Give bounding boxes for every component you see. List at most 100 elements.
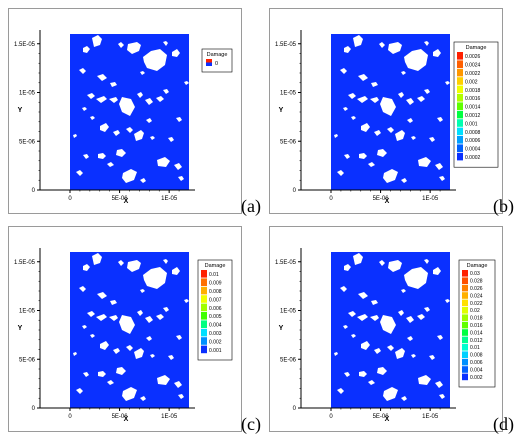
legend-title: Damage [205,263,226,269]
void-region [119,97,135,116]
legend-swatch [457,144,463,152]
y-tick-label: 5E-06 [19,139,36,145]
legend-label: 0.0014 [465,105,481,111]
void-region [110,82,117,87]
legend-title: Damage [466,45,487,51]
x-axis-label: X [385,198,390,205]
void-region [83,264,90,271]
y-tick-label: 1E-05 [19,309,36,315]
void-region [90,334,95,338]
void-region [122,169,137,183]
legend-label: 0.0022 [465,71,481,77]
legend-swatch [206,59,212,63]
legend-swatch [201,270,207,278]
void-region [172,267,180,275]
void-region [418,157,431,167]
legend-swatch [462,358,468,366]
void-region [140,289,145,293]
void-region [344,46,351,53]
void-region [417,314,425,320]
void-region [90,116,95,120]
panel-tag: (a) [241,196,261,216]
legend-swatch [462,336,468,344]
void-region [143,49,167,71]
void-region [172,49,180,57]
x-tick-label: 0 [329,414,333,420]
void-region [383,387,398,401]
void-region [98,153,106,159]
void-region [380,97,396,116]
void-region [395,348,405,359]
void-region [140,71,145,75]
void-region [146,336,152,341]
void-region [353,253,363,265]
void-region [424,41,429,46]
legend-swatch [462,307,468,314]
y-tick-label: 5E-06 [280,357,297,363]
legend-label: 0.001 [465,121,478,127]
void-region [411,136,416,140]
x-axis-label: X [124,416,129,423]
legend-swatch [457,102,463,110]
void-region [353,35,363,47]
void-region [143,267,167,289]
legend-swatch [462,299,468,307]
void-region [370,315,379,321]
legend-swatch [457,127,463,136]
void-region [156,314,164,320]
legend-title: Damage [467,263,488,269]
legend-label: 0.028 [470,279,483,285]
void-region [348,93,356,99]
y-axis-label: Y [18,325,23,332]
void-region [174,381,182,388]
void-region [157,375,170,385]
y-tick-label: 0 [293,188,297,194]
panel-a: 0 5E-06 1E-05 0 5E-06 1E-05 1.5E-05 X Y Damage 0 (… [0,0,261,218]
void-region [404,49,428,71]
legend-swatch [201,303,207,312]
void-region [79,68,86,74]
void-region [178,176,184,181]
void-region [395,130,405,141]
void-region [97,292,107,299]
legend-label: 0.0024 [465,63,481,69]
legend-swatch [462,344,468,351]
legend-label: 0.003 [209,331,222,337]
void-region [435,163,443,170]
void-region [379,42,385,48]
void-region [107,380,114,385]
legend-label: 0.024 [470,293,483,299]
legend-swatch [457,85,463,94]
y-tick-label: 0 [293,406,297,412]
void-region [337,388,344,394]
void-region [404,267,428,289]
legend-label: 0.009 [209,281,222,287]
void-region [429,355,435,360]
void-region [156,96,164,102]
legend: Damage 0.01 0.009 0.008 0.007 0.006 0.005 0.004… [197,259,233,361]
legend-swatch [201,278,207,286]
void-region [163,89,169,94]
void-region [150,354,155,358]
legend-label: 0.0002 [465,155,481,161]
void-region [374,130,381,136]
y-tick-label: 1E-05 [280,309,297,315]
void-region [184,81,189,85]
void-region [358,74,368,81]
void-region [359,153,367,159]
void-region [157,157,170,167]
legend-label: 0.01 [209,272,219,278]
legend-label: 0.022 [470,301,483,307]
legend-label: 0.002 [465,79,478,85]
legend-label: 0.004 [470,367,483,373]
y-tick-label: 1.5E-05 [14,260,36,266]
void-region [122,387,137,401]
void-region [406,98,414,105]
void-region [76,170,83,176]
void-region [361,123,370,132]
void-region [437,335,443,340]
legend-swatch [462,277,468,284]
legend-label: 0.008 [470,353,483,359]
legend-swatch [201,295,207,303]
void-region [145,316,153,323]
